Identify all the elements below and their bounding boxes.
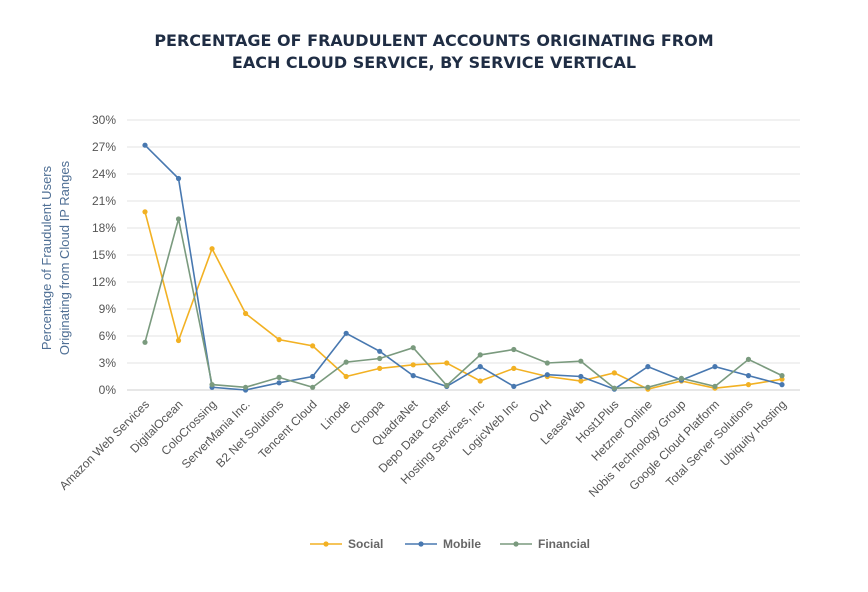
legend-label: Social bbox=[348, 537, 383, 551]
data-point bbox=[310, 343, 316, 349]
data-point bbox=[645, 364, 651, 370]
grid-lines bbox=[127, 119, 800, 391]
data-point bbox=[410, 345, 416, 351]
data-point bbox=[444, 382, 450, 389]
data-point bbox=[578, 358, 584, 364]
data-point bbox=[142, 339, 148, 345]
data-point bbox=[175, 175, 182, 182]
chart-title-line2: EACH CLOUD SERVICE, BY SERVICE VERTICAL bbox=[231, 53, 637, 72]
data-point bbox=[578, 373, 584, 380]
legend-label: Financial bbox=[538, 537, 590, 551]
data-point bbox=[544, 372, 550, 378]
series-financial bbox=[142, 216, 785, 391]
legend: Social Mobile Financial bbox=[310, 537, 590, 551]
legend-swatch-marker bbox=[323, 541, 329, 547]
legend-item-financial: Financial bbox=[500, 537, 590, 551]
x-axis-ticks: Amazon Web ServicesDigitalOceanColoCross… bbox=[57, 397, 790, 500]
y-tick-label: 24% bbox=[92, 167, 116, 181]
data-point bbox=[544, 360, 550, 366]
y-tick-label: 0% bbox=[99, 383, 117, 397]
x-tick-label: Tencent Cloud bbox=[256, 397, 320, 461]
legend-item-mobile: Mobile bbox=[405, 537, 481, 551]
data-point bbox=[343, 330, 349, 336]
data-point bbox=[712, 364, 718, 370]
x-tick-label: OVH bbox=[526, 397, 554, 425]
legend-item-social: Social bbox=[310, 537, 383, 551]
data-point bbox=[745, 382, 752, 388]
data-point bbox=[477, 364, 483, 370]
data-point bbox=[377, 348, 383, 354]
data-point bbox=[645, 384, 651, 390]
series-line bbox=[144, 144, 783, 391]
data-point bbox=[477, 352, 483, 358]
data-point bbox=[377, 355, 383, 362]
data-point bbox=[142, 142, 148, 148]
data-point bbox=[276, 380, 282, 386]
y-tick-label: 15% bbox=[92, 248, 116, 262]
data-point bbox=[310, 384, 316, 390]
data-point bbox=[310, 373, 316, 380]
data-point bbox=[779, 382, 785, 388]
y-tick-label: 9% bbox=[99, 302, 117, 316]
y-tick-label: 30% bbox=[92, 113, 116, 127]
data-point bbox=[444, 360, 450, 366]
data-point bbox=[779, 373, 785, 379]
data-point bbox=[611, 370, 617, 376]
chart-title-line1: PERCENTAGE OF FRAUDULENT ACCOUNTS ORIGIN… bbox=[154, 31, 714, 50]
series-line bbox=[144, 211, 783, 390]
data-point bbox=[142, 209, 148, 215]
chart-title: PERCENTAGE OF FRAUDULENT ACCOUNTS ORIGIN… bbox=[0, 30, 868, 74]
series-social bbox=[142, 209, 785, 392]
data-point bbox=[276, 374, 282, 380]
legend-swatch-marker bbox=[513, 541, 519, 547]
y-axis-label-line1: Percentage of Fraudulent Users bbox=[39, 165, 54, 350]
data-point bbox=[175, 337, 182, 344]
data-point bbox=[511, 365, 517, 371]
legend-label: Mobile bbox=[443, 537, 481, 551]
y-tick-label: 27% bbox=[92, 140, 116, 154]
y-tick-label: 12% bbox=[92, 275, 116, 289]
data-point bbox=[477, 378, 483, 384]
data-point bbox=[578, 378, 584, 384]
data-point bbox=[611, 385, 617, 391]
y-axis-ticks: 0% 3% 6% 9% 12% 15% 18% 21% 24% 27% 30% bbox=[92, 113, 116, 397]
y-tick-label: 21% bbox=[92, 194, 116, 208]
data-point bbox=[511, 346, 517, 353]
series-lines bbox=[142, 142, 785, 393]
data-point bbox=[209, 246, 215, 252]
data-point bbox=[343, 373, 349, 380]
y-tick-label: 18% bbox=[92, 221, 116, 235]
data-point bbox=[377, 365, 383, 371]
series-mobile bbox=[142, 142, 785, 393]
data-point bbox=[712, 383, 718, 389]
legend-swatch-marker bbox=[418, 541, 424, 547]
data-point bbox=[242, 384, 249, 390]
data-point bbox=[410, 373, 416, 379]
data-point bbox=[511, 383, 517, 389]
data-point bbox=[745, 356, 752, 362]
series-line bbox=[144, 218, 783, 390]
y-tick-label: 6% bbox=[99, 329, 117, 343]
data-point bbox=[242, 310, 249, 317]
y-tick-label: 3% bbox=[99, 356, 117, 370]
data-point bbox=[343, 359, 349, 365]
data-point bbox=[175, 216, 182, 222]
data-point bbox=[745, 373, 752, 379]
data-point bbox=[209, 382, 215, 388]
data-point bbox=[410, 362, 416, 368]
data-point bbox=[779, 376, 785, 382]
y-axis-label-line2: Originating from Cloud IP Ranges bbox=[57, 160, 72, 355]
data-point bbox=[678, 375, 685, 381]
data-point bbox=[276, 337, 282, 343]
